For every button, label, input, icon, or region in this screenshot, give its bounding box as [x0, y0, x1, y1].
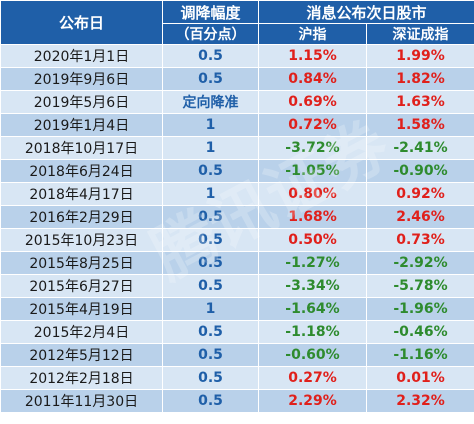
rrr-cut-market-table: 公布日 调降幅度 消息公布次日股市 （百分点） 沪指 深证成指 2020年1月1… [0, 0, 474, 413]
cut-cell: 0.5 [162, 274, 259, 298]
table-row: 2020年1月1日 0.5 1.15% 1.99% [0, 44, 474, 68]
date-cell: 2015年10月23日 [0, 228, 163, 252]
date-cell: 2015年2月4日 [0, 320, 163, 344]
shenzhen-change-cell: 1.82% [365, 67, 474, 91]
date-cell: 2012年2月18日 [0, 366, 163, 390]
shenzhen-change-cell: -5.78% [365, 274, 474, 298]
header-shenzhen: 深证成指 [365, 23, 474, 45]
shenzhen-change-cell: 0.73% [365, 228, 474, 252]
date-cell: 2012年5月12日 [0, 343, 163, 367]
table-row: 2018年6月24日 0.5 -1.05% -0.90% [0, 159, 474, 183]
shanghai-change-cell: -1.05% [258, 159, 367, 183]
shenzhen-change-cell: -2.41% [365, 136, 474, 160]
table-row: 2016年2月29日 0.5 1.68% 2.46% [0, 205, 474, 229]
header-cut: 调降幅度 [162, 0, 259, 24]
date-cell: 2011年11月30日 [0, 389, 163, 413]
cut-cell: 1 [162, 136, 259, 160]
table-row: 2012年2月18日 0.5 0.27% 0.01% [0, 366, 474, 390]
table-row: 2018年4月17日 1 0.80% 0.92% [0, 182, 474, 206]
shenzhen-change-cell: 1.99% [365, 44, 474, 68]
date-cell: 2019年9月6日 [0, 67, 163, 91]
header-cut-unit: （百分点） [162, 23, 259, 45]
date-cell: 2015年8月25日 [0, 251, 163, 275]
table-row: 2019年9月6日 0.5 0.84% 1.82% [0, 67, 474, 91]
shanghai-change-cell: 0.80% [258, 182, 367, 206]
cut-cell: 0.5 [162, 67, 259, 91]
shanghai-change-cell: -0.60% [258, 343, 367, 367]
cut-cell: 定向降准 [162, 90, 259, 114]
table-header: 公布日 调降幅度 消息公布次日股市 （百分点） 沪指 深证成指 [0, 0, 474, 45]
date-cell: 2015年6月27日 [0, 274, 163, 298]
shanghai-change-cell: 0.27% [258, 366, 367, 390]
header-shanghai: 沪指 [258, 23, 367, 45]
cut-cell: 0.5 [162, 389, 259, 413]
shenzhen-change-cell: -1.16% [365, 343, 474, 367]
date-cell: 2019年5月6日 [0, 90, 163, 114]
cut-cell: 0.5 [162, 366, 259, 390]
table-row: 2015年8月25日 0.5 -1.27% -2.92% [0, 251, 474, 275]
table-row: 2015年2月4日 0.5 -1.18% -0.46% [0, 320, 474, 344]
shanghai-change-cell: -1.64% [258, 297, 367, 321]
cut-cell: 0.5 [162, 251, 259, 275]
cut-cell: 0.5 [162, 228, 259, 252]
shenzhen-change-cell: -1.96% [365, 297, 474, 321]
cut-cell: 0.5 [162, 320, 259, 344]
shenzhen-change-cell: 0.92% [365, 182, 474, 206]
cut-cell: 1 [162, 297, 259, 321]
date-cell: 2019年1月4日 [0, 113, 163, 137]
header-date: 公布日 [0, 0, 163, 45]
shenzhen-change-cell: -0.90% [365, 159, 474, 183]
shanghai-change-cell: -3.34% [258, 274, 367, 298]
shanghai-change-cell: 1.68% [258, 205, 367, 229]
header-market-group: 消息公布次日股市 [257, 0, 474, 24]
date-cell: 2018年10月17日 [0, 136, 163, 160]
table-row: 2015年6月27日 0.5 -3.34% -5.78% [0, 274, 474, 298]
cut-cell: 0.5 [162, 44, 259, 68]
shenzhen-change-cell: 1.58% [365, 113, 474, 137]
shanghai-change-cell: 1.15% [258, 44, 367, 68]
cut-cell: 1 [162, 113, 259, 137]
shanghai-change-cell: -3.72% [258, 136, 367, 160]
table-row: 2015年10月23日 0.5 0.50% 0.73% [0, 228, 474, 252]
date-cell: 2020年1月1日 [0, 44, 163, 68]
shenzhen-change-cell: 0.01% [365, 366, 474, 390]
shanghai-change-cell: 0.84% [258, 67, 367, 91]
table-row: 2012年5月12日 0.5 -0.60% -1.16% [0, 343, 474, 367]
date-cell: 2018年4月17日 [0, 182, 163, 206]
table-row: 2019年5月6日 定向降准 0.69% 1.63% [0, 90, 474, 114]
cut-cell: 1 [162, 182, 259, 206]
shenzhen-change-cell: -2.92% [365, 251, 474, 275]
shenzhen-change-cell: 2.32% [365, 389, 474, 413]
date-cell: 2015年4月19日 [0, 297, 163, 321]
date-cell: 2018年6月24日 [0, 159, 163, 183]
shanghai-change-cell: 0.69% [258, 90, 367, 114]
shanghai-change-cell: 2.29% [258, 389, 367, 413]
table-row: 2018年10月17日 1 -3.72% -2.41% [0, 136, 474, 160]
shenzhen-change-cell: -0.46% [365, 320, 474, 344]
cut-cell: 0.5 [162, 343, 259, 367]
shenzhen-change-cell: 1.63% [365, 90, 474, 114]
table-row: 2019年1月4日 1 0.72% 1.58% [0, 113, 474, 137]
cut-cell: 0.5 [162, 205, 259, 229]
shanghai-change-cell: -1.18% [258, 320, 367, 344]
table-body: 2020年1月1日 0.5 1.15% 1.99% 2019年9月6日 0.5 0.84% 1… [0, 44, 474, 413]
shanghai-change-cell: 0.72% [258, 113, 367, 137]
table-row: 2011年11月30日 0.5 2.29% 2.32% [0, 389, 474, 413]
table-row: 2015年4月19日 1 -1.64% -1.96% [0, 297, 474, 321]
shenzhen-change-cell: 2.46% [365, 205, 474, 229]
shanghai-change-cell: 0.50% [258, 228, 367, 252]
date-cell: 2016年2月29日 [0, 205, 163, 229]
cut-cell: 0.5 [162, 159, 259, 183]
shanghai-change-cell: -1.27% [258, 251, 367, 275]
